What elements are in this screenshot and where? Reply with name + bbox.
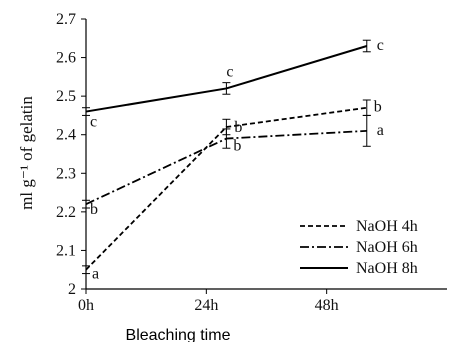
error-bar — [362, 114, 371, 147]
legend-item: NaOH 8h — [300, 260, 418, 277]
y-tick-label: 2.5 — [56, 88, 76, 105]
significance-label: b — [374, 99, 382, 116]
legend-label: NaOH 8h — [356, 260, 418, 277]
significance-label: b — [233, 138, 241, 155]
legend-label: NaOH 6h — [356, 239, 418, 256]
legend-label: NaOH 4h — [356, 218, 418, 235]
legend-item: NaOH 4h — [300, 218, 418, 235]
legend: NaOH 4h NaOH 6h NaOH 8h — [300, 218, 418, 277]
legend-item: NaOH 6h — [300, 239, 418, 256]
error-bar — [222, 128, 231, 149]
x-ticks: 0h 24h 48h — [78, 289, 339, 314]
series-naoh-4h: abb — [82, 99, 382, 283]
x-axis-label: Bleaching time — [126, 327, 231, 342]
y-axis-label: ml g⁻¹ of gelatin — [17, 96, 36, 210]
y-tick-label: 2.6 — [56, 50, 76, 67]
error-bar — [82, 199, 90, 209]
significance-label: c — [90, 114, 97, 131]
axes — [85, 19, 447, 290]
error-bar — [362, 39, 371, 53]
error-bar — [82, 107, 90, 116]
y-tick-label: 2.1 — [56, 242, 76, 259]
y-tick-label: 2.3 — [56, 165, 76, 182]
error-bar — [222, 82, 231, 95]
y-tick-label: 2.2 — [56, 204, 76, 221]
x-tick-label: 0h — [78, 297, 94, 314]
significance-label: c — [226, 63, 233, 80]
y-ticks: 2 2.1 2.2 2.3 2.4 2.5 2.6 2.7 — [56, 11, 86, 298]
significance-label: a — [92, 266, 99, 283]
series-naoh-6h: bba — [82, 114, 384, 218]
series-naoh-8h: c c c — [82, 37, 384, 131]
y-tick-label: 2.7 — [56, 11, 76, 28]
error-bar — [82, 265, 90, 275]
y-tick-label: 2 — [68, 281, 76, 298]
x-tick-label: 24h — [194, 297, 218, 314]
significance-label: b — [90, 201, 98, 218]
y-tick-label: 2.4 — [56, 127, 76, 144]
significance-label: a — [377, 122, 384, 139]
x-tick-label: 48h — [315, 297, 339, 314]
significance-label: b — [234, 119, 242, 136]
significance-label: c — [377, 37, 384, 54]
